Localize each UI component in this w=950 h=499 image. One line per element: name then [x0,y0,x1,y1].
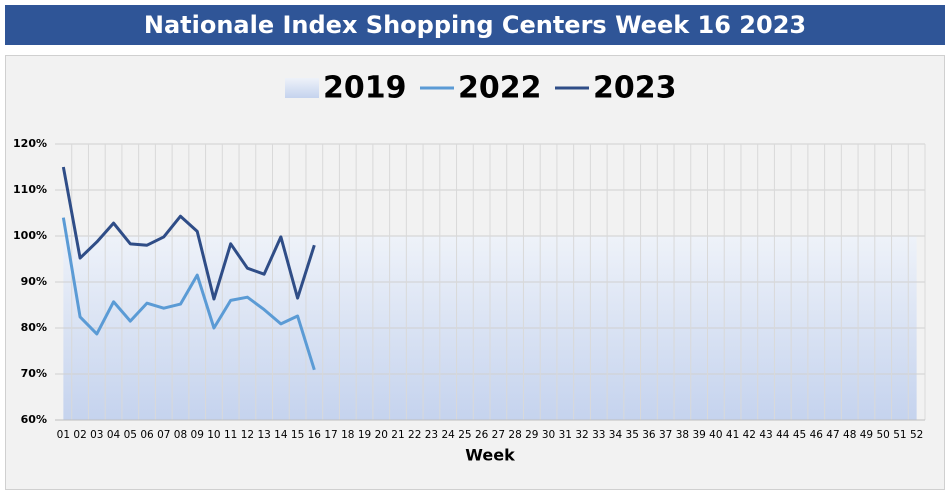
x-tick-label: 26 [475,429,489,441]
y-tick-label: 90% [21,275,47,288]
x-tick-label: 24 [441,429,455,441]
x-tick-label: 39 [692,429,705,441]
x-tick-label: 19 [358,429,371,441]
x-tick-label: 37 [659,429,672,441]
legend-label: 2022 [458,71,542,106]
x-tick-label: 27 [492,429,505,441]
x-tick-label: 25 [458,429,471,441]
x-tick-label: 12 [241,429,254,441]
y-tick-label: 110% [13,183,47,196]
line [61,166,316,301]
x-tick-label: 41 [726,429,739,441]
x-tick-label: 40 [709,429,722,441]
legend-swatch [285,78,319,98]
y-tick-label: 120% [13,137,47,150]
x-tick-label: 51 [893,429,906,441]
x-tick-label: 52 [910,429,923,441]
x-tick-label: 01 [57,429,70,441]
x-tick-label: 07 [157,429,170,441]
x-tick-label: 33 [592,429,605,441]
y-tick-label: 80% [21,321,47,334]
x-tick-label: 18 [341,429,354,441]
x-tick-label: 21 [391,429,404,441]
x-tick-label: 44 [776,429,790,441]
x-tick-label: 03 [90,429,103,441]
x-tick-label: 20 [375,429,388,441]
x-tick-label: 46 [810,429,824,441]
x-tick-label: 05 [124,429,137,441]
chart-title: Nationale Index Shopping Centers Week 16… [144,11,806,39]
title-bar [5,5,945,45]
x-tick-label: 29 [525,429,538,441]
x-tick-label: 17 [324,429,337,441]
x-tick-label: 47 [826,429,839,441]
x-tick-label: 06 [140,429,154,441]
x-tick-label: 10 [207,429,220,441]
x-axis-label: Week [465,446,515,465]
x-tick-label: 35 [626,429,639,441]
x-tick-label: 02 [73,429,86,441]
x-tick-label: 31 [559,429,572,441]
x-tick-label: 43 [759,429,772,441]
x-tick-label: 30 [542,429,555,441]
x-tick-label: 04 [107,429,121,441]
x-tick-label: 48 [843,429,856,441]
legend-label: 2019 [323,71,407,106]
x-tick-label: 16 [308,429,322,441]
x-tick-label: 23 [425,429,438,441]
x-tick-label: 14 [274,429,288,441]
x-tick-label: 38 [676,429,689,441]
y-tick-label: 60% [21,413,47,426]
legend-label: 2023 [593,71,677,106]
x-tick-label: 11 [224,429,237,441]
x-tick-label: 08 [174,429,187,441]
y-tick-label: 70% [21,367,47,380]
x-tick-label: 49 [860,429,873,441]
x-tick-label: 50 [876,429,889,441]
x-tick-label: 34 [609,429,623,441]
y-tick-label: 100% [13,229,47,242]
x-tick-label: 45 [793,429,806,441]
x-tick-label: 09 [191,429,204,441]
x-tick-label: 22 [408,429,421,441]
line [61,217,316,371]
x-tick-label: 28 [508,429,521,441]
x-tick-label: 32 [575,429,588,441]
x-tick-label: 36 [642,429,656,441]
x-tick-label: 15 [291,429,304,441]
x-tick-label: 13 [257,429,270,441]
x-tick-label: 42 [743,429,756,441]
